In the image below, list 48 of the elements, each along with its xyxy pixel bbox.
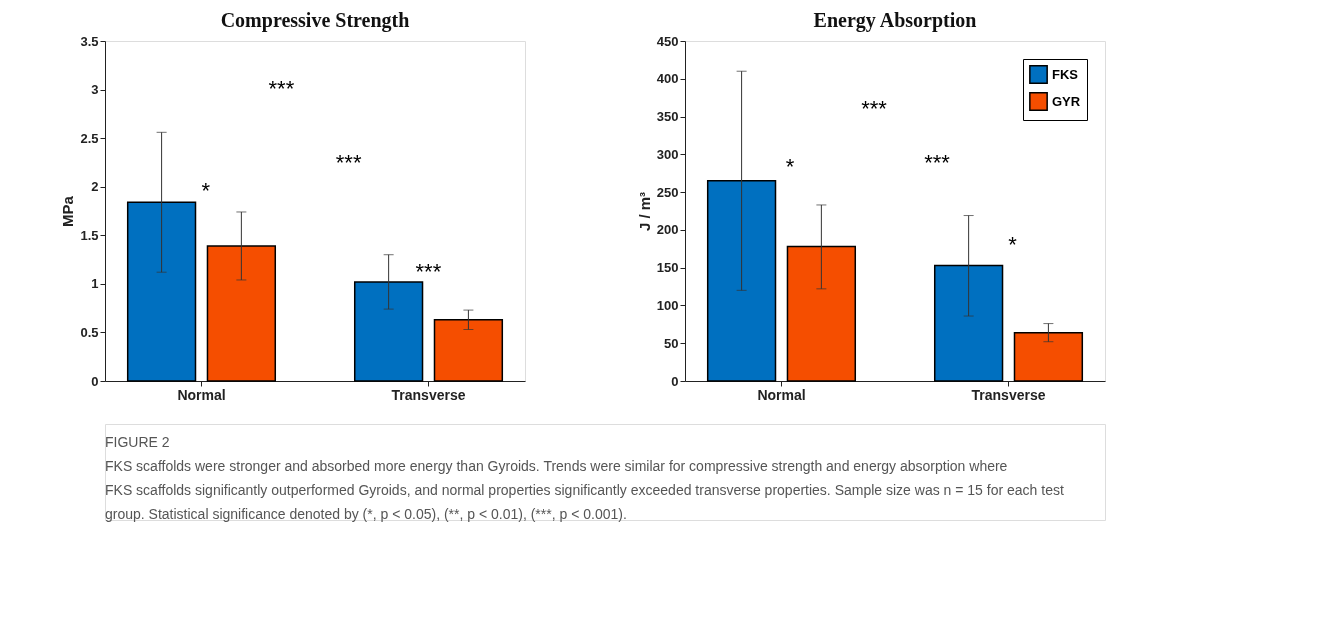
- text: FKS scaffolds significantly outperformed Gyroids, and normal properties significantly exceeded transverse properties. Sample size was n = 15 for each test: [105, 482, 1064, 498]
- x-tick-label: Transverse: [971, 386, 1046, 403]
- annotation: ***: [268, 75, 295, 101]
- legend-label: FKS: [1052, 66, 1079, 82]
- bar: [1013, 331, 1084, 382]
- y-tick-label: 150: [656, 260, 679, 276]
- bar: [433, 319, 504, 382]
- x-tick-label: Transverse: [391, 386, 466, 403]
- chart-title: Compressive Strength: [220, 9, 410, 32]
- bar: [353, 281, 424, 382]
- legend-label: GYR: [1052, 93, 1081, 109]
- y-tick-label: 1.5: [80, 227, 99, 243]
- bar: [933, 264, 1004, 382]
- bar: [206, 245, 277, 382]
- annotation: *: [785, 153, 795, 179]
- y-axis-title: MPa: [59, 195, 77, 227]
- y-tick-label: 0.5: [80, 324, 99, 340]
- x-tick-label: Normal: [757, 386, 806, 403]
- chart-title: Energy Absorption: [813, 9, 977, 32]
- y-tick-label: 450: [656, 33, 679, 49]
- y-tick-label: 3: [91, 82, 99, 98]
- y-axis-title: J / m³: [635, 191, 653, 232]
- y-tick-label: 3.5: [80, 33, 99, 49]
- annotation: ***: [861, 96, 888, 121]
- y-tick-label: 300: [656, 146, 679, 162]
- caption: FIGURE 2: [105, 434, 170, 450]
- y-tick-label: 0: [91, 373, 99, 389]
- bar: [126, 201, 197, 382]
- annotation: ***: [335, 150, 362, 176]
- annotation: ***: [924, 150, 951, 176]
- y-tick-label: 2.5: [80, 130, 99, 146]
- y-tick-label: 350: [656, 109, 679, 125]
- y-tick-label: 1: [91, 276, 99, 292]
- y-tick-label: 400: [656, 71, 679, 87]
- bar: [706, 180, 777, 382]
- text: group. Statistical significance denoted by (*, p < 0.05), (**, p < 0.01), (***, p < 0.001).: [105, 506, 627, 522]
- y-tick-label: 2: [91, 179, 99, 195]
- y-tick-label: 50: [664, 335, 679, 351]
- x-tick-label: Normal: [177, 386, 226, 403]
- y-tick-label: 250: [656, 184, 679, 200]
- y-tick-label: 200: [656, 222, 679, 238]
- annotation: *: [1008, 232, 1018, 257]
- y-tick-label: 0: [671, 373, 679, 389]
- text: FKS scaffolds were stronger and absorbed more energy than Gyroids. Trends were similar for compressive strength and energy absorption where: [105, 458, 1008, 474]
- bar: [786, 245, 857, 382]
- y-tick-label: 100: [656, 297, 679, 313]
- annotation: *: [201, 177, 211, 203]
- annotation: ***: [415, 259, 442, 285]
